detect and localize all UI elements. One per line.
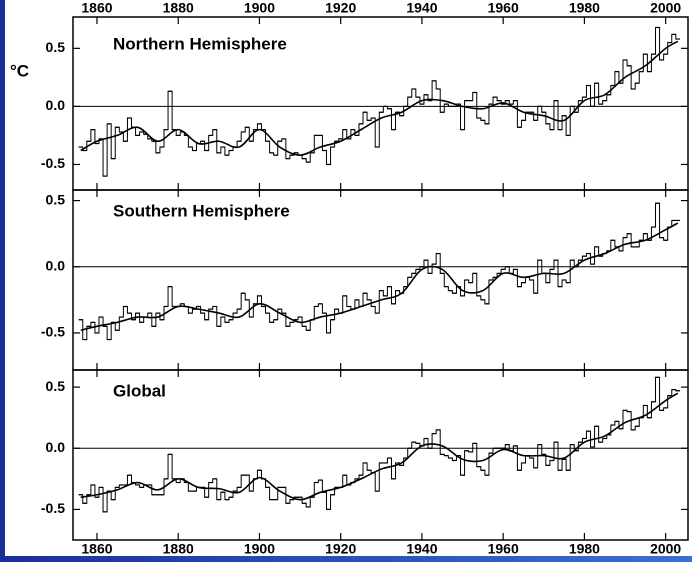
x-tick-label: 1860 — [81, 0, 112, 16]
x-tick-label: 1940 — [406, 541, 437, 557]
x-tick-label: 1960 — [488, 541, 519, 557]
y-tick-label: -0.5 — [41, 324, 65, 340]
panel-title: Northern Hemisphere — [113, 34, 287, 53]
x-tick-label: 1920 — [325, 541, 356, 557]
y-tick-label: -0.5 — [41, 155, 65, 171]
smoothed-curve — [80, 222, 679, 332]
panel-title: Global — [113, 381, 166, 400]
x-tick-label: 2000 — [650, 0, 681, 16]
x-tick-label: 1920 — [325, 0, 356, 16]
y-tick-label: 0.0 — [46, 97, 66, 113]
panel-frame — [72, 369, 689, 541]
smoothed-curve — [80, 40, 679, 156]
figure-area — [5, 0, 692, 556]
y-tick-label: 0.5 — [46, 39, 66, 55]
x-tick-label: 2000 — [650, 541, 681, 557]
x-tick-label: 1980 — [569, 541, 600, 557]
x-tick-label: 1900 — [244, 541, 275, 557]
x-tick-label: 1980 — [569, 0, 600, 16]
y-tick-label: 0.0 — [46, 257, 66, 273]
x-tick-label: 1940 — [406, 0, 437, 16]
x-tick-label: 1900 — [244, 0, 275, 16]
y-tick-label: 0.5 — [46, 378, 66, 394]
y-tick-label: 0.0 — [46, 439, 66, 455]
panel-title: Southern Hemisphere — [113, 201, 290, 220]
y-axis-label: °C — [10, 61, 29, 80]
x-tick-label: 1860 — [81, 541, 112, 557]
y-tick-label: -0.5 — [41, 500, 65, 516]
y-tick-label: 0.5 — [46, 191, 66, 207]
x-tick-label: 1880 — [163, 0, 194, 16]
x-tick-label: 1960 — [488, 0, 519, 16]
x-tick-label: 1880 — [163, 541, 194, 557]
smoothed-curve — [80, 392, 679, 501]
